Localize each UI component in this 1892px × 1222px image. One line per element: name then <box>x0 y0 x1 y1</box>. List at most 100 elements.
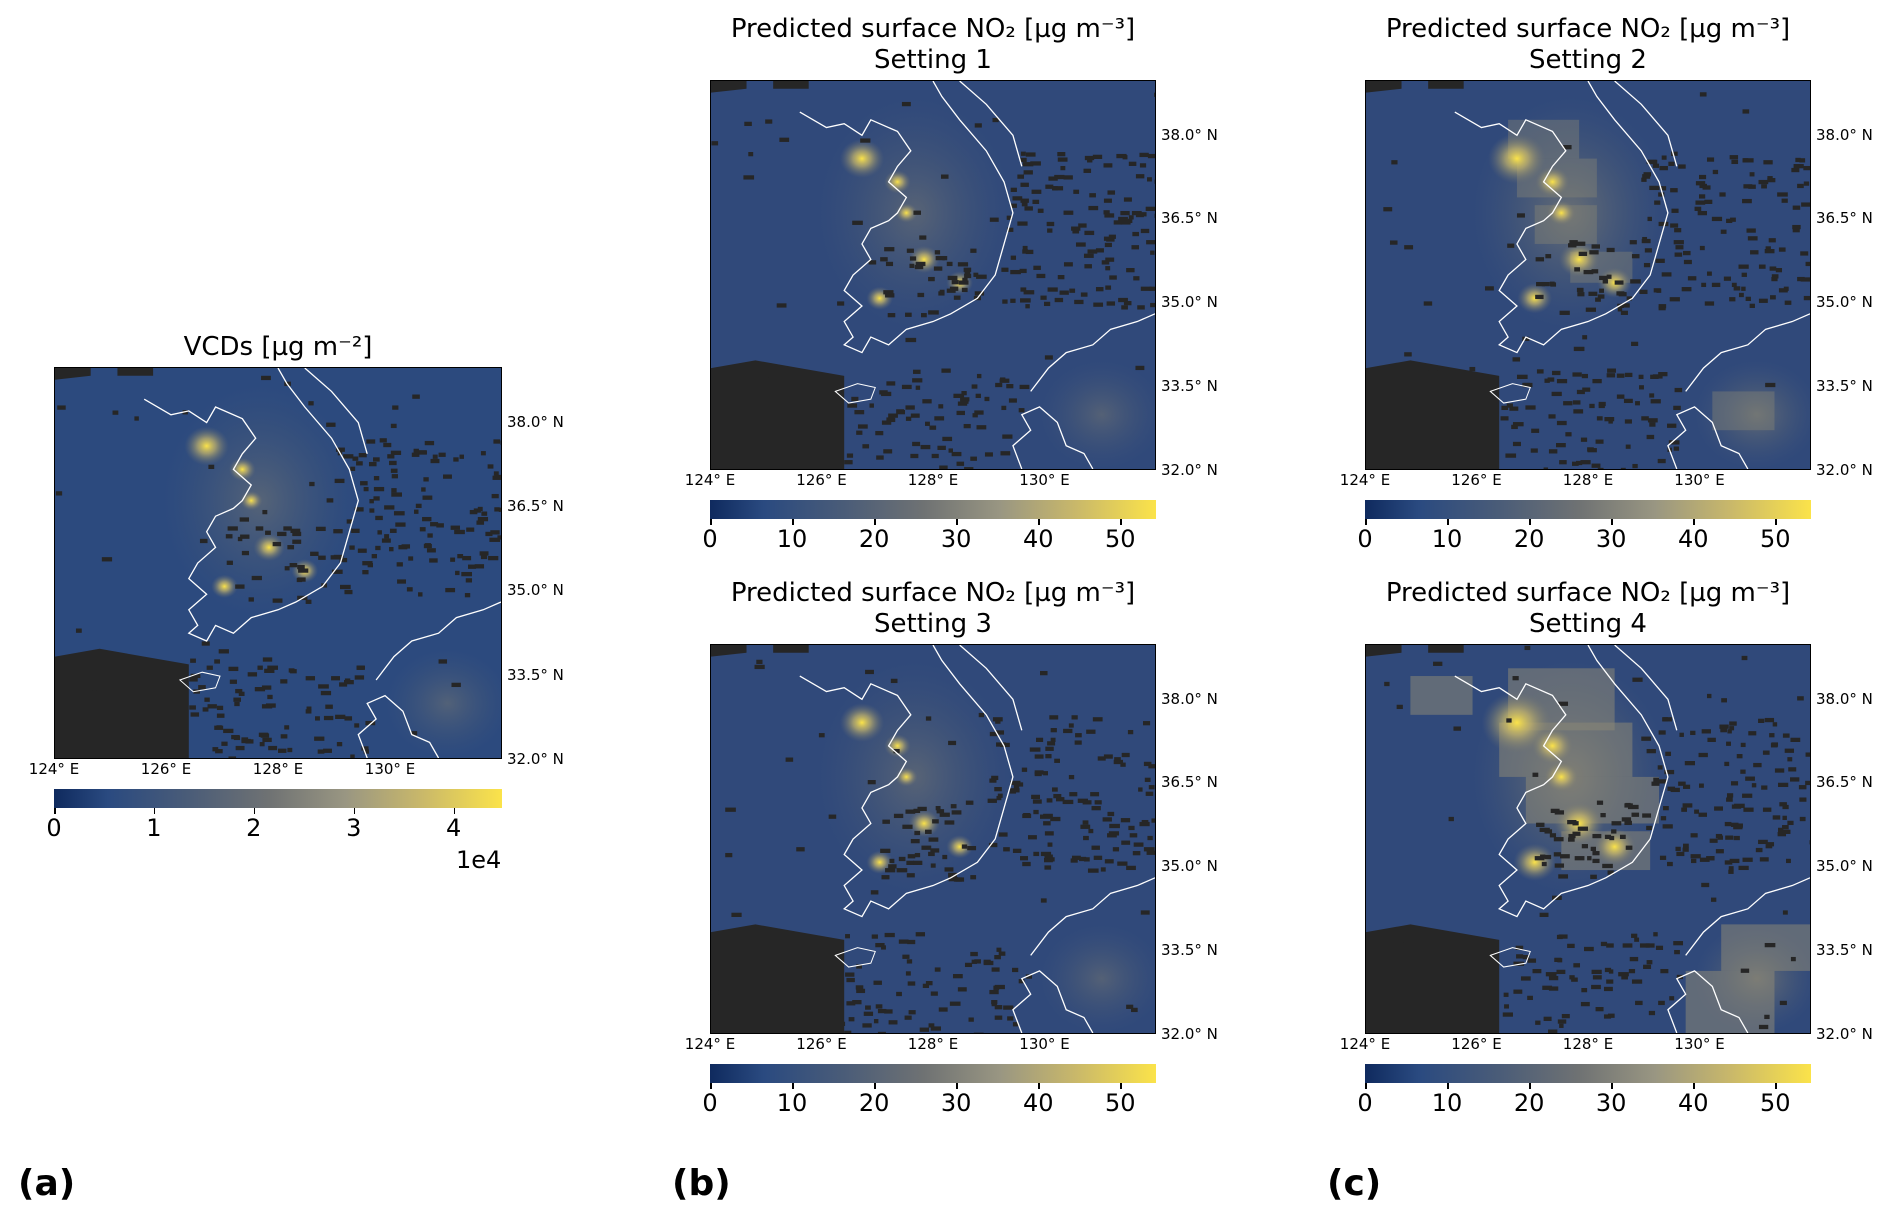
no-data-pixel <box>1762 807 1772 812</box>
no-data-pixel <box>1126 268 1135 273</box>
no-data-pixel <box>1650 399 1661 404</box>
no-data-pixel <box>1516 374 1528 379</box>
no-data-pixel <box>1745 776 1755 781</box>
no-data-pixel <box>1728 869 1734 874</box>
no-data-pixel <box>856 430 863 435</box>
no-data-pixel <box>408 556 414 561</box>
no-data-pixel <box>1653 777 1660 782</box>
no-data-pixel <box>1743 158 1754 163</box>
colorbar-tick-label: 50 <box>1105 1089 1136 1117</box>
no-data-pixel <box>1738 865 1749 871</box>
no-data-pixel <box>1642 236 1648 242</box>
no-data-pixel <box>1020 182 1029 187</box>
no-data-pixel <box>1763 160 1773 165</box>
no-data-pixel <box>1614 280 1624 285</box>
no-data-pixel <box>245 739 254 744</box>
coastline <box>305 368 367 454</box>
no-data-pixel <box>268 745 278 751</box>
no-data-pixel <box>1643 172 1652 177</box>
no-data-pixel <box>888 1020 898 1025</box>
no-data-pixel <box>951 280 959 285</box>
no-data-pixel <box>1595 1007 1604 1012</box>
no-data-pixel <box>776 303 787 308</box>
no-data-pixel <box>1072 229 1080 234</box>
no-data-pixel <box>418 592 423 597</box>
no-data-pixel <box>905 405 915 410</box>
no-data-pixel <box>1647 216 1652 222</box>
no-data-pixel <box>856 964 862 969</box>
no-data-pixel <box>1681 287 1692 292</box>
no-data-pixel <box>930 991 938 996</box>
longitude-tick-label: 130° E <box>1674 1035 1725 1053</box>
no-data-pixel <box>1557 958 1563 963</box>
no-data-pixel <box>1753 762 1762 768</box>
no-data-pixel <box>905 809 916 814</box>
no-data-pixel <box>1775 268 1783 273</box>
no-data-pixel <box>365 720 376 726</box>
longitude-tick-label: 124° E <box>1339 471 1391 489</box>
no-data-pixel <box>956 461 965 466</box>
no-data-pixel <box>1140 228 1150 234</box>
no-data-region <box>711 81 747 93</box>
no-data-pixel <box>1662 824 1673 829</box>
no-data-region <box>711 924 845 1033</box>
no-data-pixel <box>928 1023 935 1028</box>
no-data-pixel <box>223 728 234 734</box>
emission-hotspot <box>1554 801 1604 846</box>
no-data-pixel <box>1389 414 1395 419</box>
no-data-pixel <box>1396 704 1403 710</box>
no-data-pixel <box>1653 932 1658 937</box>
no-data-pixel <box>1012 1022 1019 1027</box>
no-data-pixel <box>1670 787 1680 793</box>
coastline <box>1615 645 1677 730</box>
no-data-pixel <box>1803 181 1810 186</box>
no-data-pixel <box>1047 287 1058 292</box>
no-data-pixel <box>1711 216 1723 222</box>
no-data-pixel <box>1724 761 1730 767</box>
no-data-pixel <box>865 669 874 675</box>
longitude-tick-label: 124° E <box>684 471 736 489</box>
colorbar-tick-label: 20 <box>1513 525 1545 553</box>
no-data-pixel <box>868 260 877 265</box>
no-data-pixel <box>1805 261 1810 267</box>
no-data-pixel <box>1582 335 1588 340</box>
no-data-pixel <box>280 679 288 684</box>
no-data-pixel <box>1582 387 1591 392</box>
no-data-pixel <box>1117 861 1128 866</box>
no-data-pixel <box>1010 269 1021 275</box>
no-data-pixel <box>1539 827 1550 833</box>
no-data-pixel <box>1712 169 1719 175</box>
colorbar-tick-mark <box>792 1083 794 1089</box>
coastline <box>1686 314 1810 392</box>
no-data-pixel <box>216 705 224 711</box>
no-data-pixel <box>1598 401 1606 407</box>
no-data-pixel <box>1782 910 1788 915</box>
no-data-pixel <box>354 507 364 512</box>
no-data-pixel <box>1565 432 1572 437</box>
no-data-pixel <box>1083 168 1092 173</box>
no-data-pixel <box>1628 968 1636 974</box>
no-data-pixel <box>942 854 948 860</box>
no-data-pixel <box>391 474 398 479</box>
no-data-pixel <box>1655 945 1664 950</box>
colorbar-tick-mark <box>1529 519 1531 525</box>
no-data-pixel <box>360 481 368 486</box>
no-data-pixel <box>992 717 1003 722</box>
emission-hotspot <box>211 574 238 599</box>
coastline <box>1668 407 1748 469</box>
no-data-pixel <box>1453 726 1462 731</box>
no-data-pixel <box>902 824 913 829</box>
map-frame <box>1365 80 1811 470</box>
no-data-pixel <box>936 809 945 814</box>
no-data-pixel <box>323 715 334 721</box>
no-data-pixel <box>778 1031 787 1033</box>
no-data-pixel <box>883 290 894 295</box>
no-data-pixel <box>228 756 237 758</box>
no-data-pixel <box>1144 777 1151 782</box>
no-data-pixel <box>1778 782 1789 788</box>
colorbar-tick-label: 0 <box>702 525 718 553</box>
no-data-pixel <box>1020 151 1026 156</box>
no-data-pixel <box>1055 797 1065 802</box>
no-data-pixel <box>994 955 1001 960</box>
no-data-pixel <box>837 301 845 306</box>
